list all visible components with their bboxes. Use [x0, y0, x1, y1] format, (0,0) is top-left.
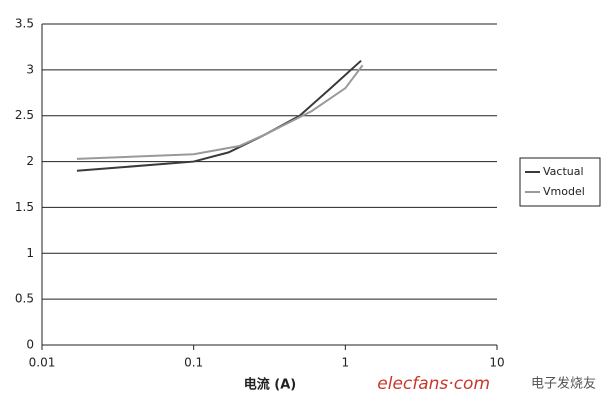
y-tick-label: 3.5	[15, 17, 34, 31]
x-tick-label: 1	[342, 356, 350, 370]
legend-label: Vmodel	[543, 185, 585, 198]
y-tick-label: 3	[26, 62, 34, 76]
line-series	[76, 64, 364, 160]
legend-label: Vactual	[543, 165, 584, 178]
watermark-site: elecfans·com	[377, 374, 490, 394]
y-tick-label: 1.5	[15, 200, 34, 214]
x-axis-label: 电流 (A)	[244, 377, 296, 393]
y-tick-label: 2.5	[15, 108, 34, 122]
watermark-brand: 电子发烧友	[531, 376, 596, 392]
y-tick-label: 0	[26, 338, 34, 352]
x-tick-label: 0.1	[184, 356, 203, 370]
y-tick-label: 2	[26, 154, 34, 168]
y-tick-label: 0.5	[15, 292, 34, 306]
x-tick-label: 10	[489, 356, 504, 370]
x-tick-label: 0.01	[29, 356, 56, 370]
legend-box	[519, 157, 601, 207]
y-tick-label: 1	[26, 246, 34, 260]
